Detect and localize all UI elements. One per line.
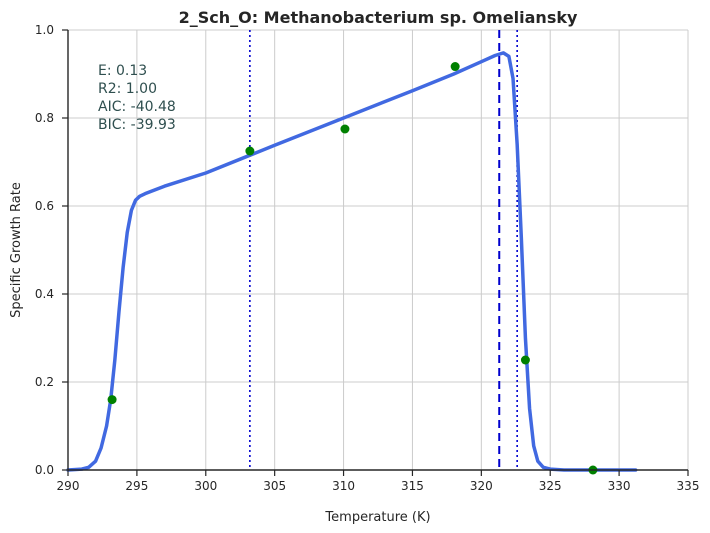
y-tick-label: 1.0 bbox=[35, 23, 54, 37]
x-tick-label: 325 bbox=[539, 479, 562, 493]
data-point bbox=[520, 355, 530, 365]
x-tick-label: 305 bbox=[263, 479, 286, 493]
y-tick-label: 0.2 bbox=[35, 375, 54, 389]
x-tick-label: 335 bbox=[677, 479, 700, 493]
x-tick-label: 320 bbox=[470, 479, 493, 493]
x-axis-label: Temperature (K) bbox=[324, 510, 430, 525]
y-tick-label: 0.4 bbox=[35, 287, 54, 301]
x-tick-label: 310 bbox=[332, 479, 355, 493]
x-tick-label: 315 bbox=[401, 479, 424, 493]
x-tick-label: 295 bbox=[125, 479, 148, 493]
fitted-curve bbox=[66, 51, 638, 472]
data-point bbox=[245, 146, 255, 156]
y-tick-label: 0.0 bbox=[35, 463, 54, 477]
data-point bbox=[340, 124, 350, 134]
y-tick-label: 0.8 bbox=[35, 111, 54, 125]
fit-statistic-line: R2: 1.00 bbox=[98, 81, 157, 97]
y-tick-labels: 0.0 0.2 0.4 0.6 0.8 1.0 bbox=[35, 23, 54, 477]
fit-statistic-line: BIC: -39.93 bbox=[98, 117, 176, 133]
data-point bbox=[450, 62, 460, 72]
fit-statistics: E: 0.13 R2: 1.00 AIC: -40.48 BIC: -39.93 bbox=[98, 63, 176, 133]
x-tick-labels: 290 295 300 305 310 315 320 325 330 335 bbox=[57, 479, 700, 493]
gridlines bbox=[67, 29, 689, 471]
x-tick-label: 300 bbox=[194, 479, 217, 493]
fit-statistic-line: E: 0.13 bbox=[98, 63, 147, 79]
y-axis-label: Specific Growth Rate bbox=[9, 182, 24, 318]
series-layer bbox=[66, 51, 638, 475]
x-tick-label: 330 bbox=[608, 479, 631, 493]
x-tick-label: 290 bbox=[57, 479, 80, 493]
y-tick-label: 0.6 bbox=[35, 199, 54, 213]
axes bbox=[62, 29, 689, 476]
data-point bbox=[107, 395, 117, 405]
fit-statistic-line: AIC: -40.48 bbox=[98, 99, 176, 115]
chart-title: 2_Sch_O: Methanobacterium sp. Omeliansky bbox=[179, 8, 578, 27]
reference-lines bbox=[249, 30, 518, 470]
